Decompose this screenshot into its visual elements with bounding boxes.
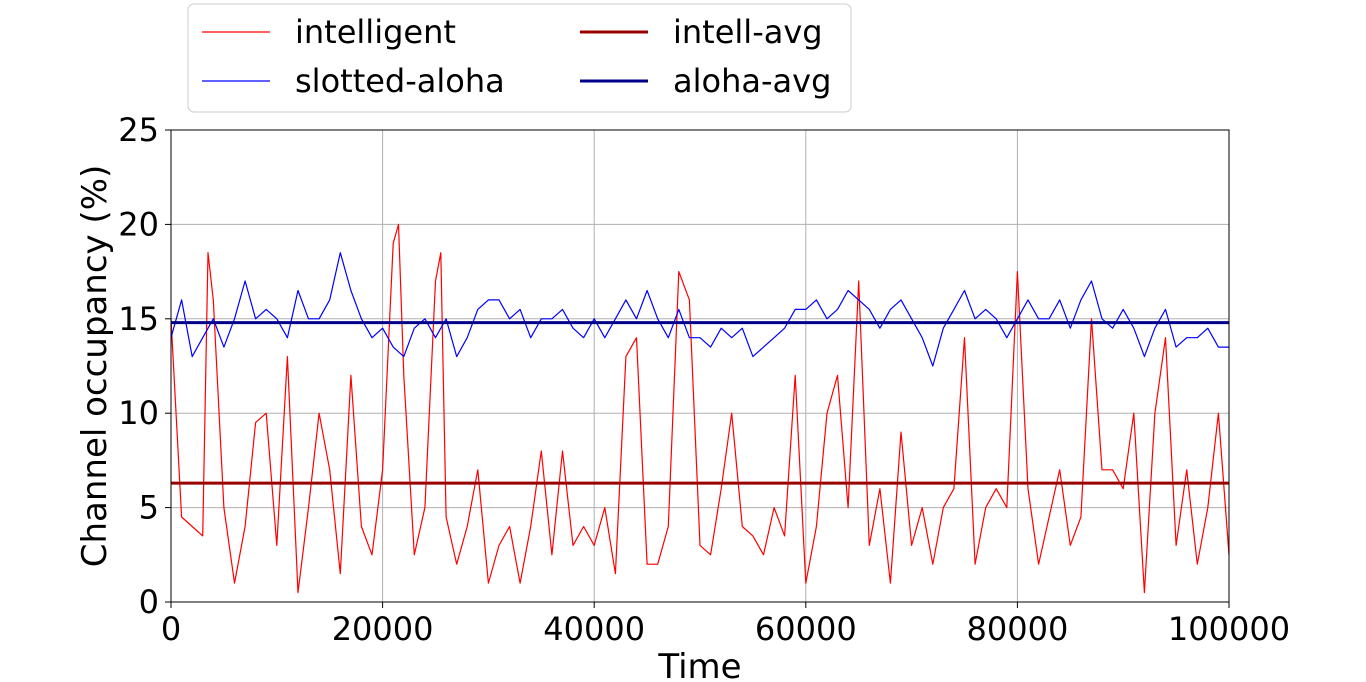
series-line-intelligent — [170, 223, 1230, 594]
x-tick-label: 80000 — [967, 610, 1069, 648]
x-tick-label: 60000 — [755, 610, 857, 648]
y-tick-label: 10 — [118, 394, 159, 432]
y-tick-label: 25 — [118, 111, 159, 149]
y-axis-label: Channel occupancy (%) — [75, 165, 115, 568]
legend-label-intelligent: intelligent — [295, 13, 456, 51]
y-tick-label: 0 — [139, 583, 159, 621]
series-line-slotted-aloha — [170, 252, 1229, 367]
y-tick-label: 5 — [139, 489, 159, 527]
legend-frame — [187, 3, 852, 113]
legend: intelligent slotted-aloha intell-avg aloha-… — [187, 3, 852, 113]
x-tick-label: 40000 — [543, 610, 645, 648]
y-axis-ticks: 0 5 10 15 20 25 — [118, 111, 171, 621]
axes-frame — [170, 129, 1230, 603]
plot-series — [170, 223, 1230, 594]
x-axis-label: Time — [657, 647, 741, 682]
x-axis-ticks: 0 20000 40000 60000 80000 100000 — [161, 602, 1290, 648]
x-tick-label: 0 — [161, 610, 181, 648]
legend-label-slotted-aloha: slotted-aloha — [295, 62, 505, 100]
y-tick-label: 15 — [118, 300, 159, 338]
legend-label-intell-avg: intell-avg — [673, 13, 823, 51]
grid-lines — [170, 129, 1230, 603]
x-tick-label: 20000 — [332, 610, 434, 648]
x-tick-label: 100000 — [1168, 610, 1290, 648]
legend-label-aloha-avg: aloha-avg — [673, 62, 831, 100]
y-tick-label: 20 — [118, 205, 159, 243]
